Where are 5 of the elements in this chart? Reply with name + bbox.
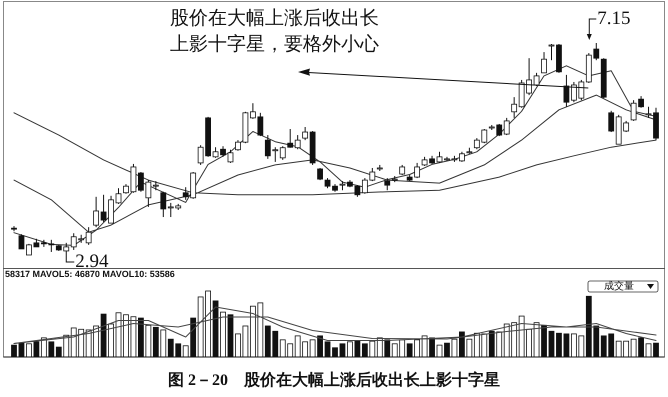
text: 58317 MAVOL5: 46870 MAVOL10: 53586 — [5, 269, 175, 280]
caption: 图 2－20 股价在大幅上涨后收出长上影十字星 — [167, 370, 501, 391]
annotation: 成交量 — [604, 280, 634, 293]
text: 7.15 — [597, 7, 631, 31]
annotation: 股价在大幅上涨后收出长上影十字星，要格外小心 — [170, 7, 380, 57]
